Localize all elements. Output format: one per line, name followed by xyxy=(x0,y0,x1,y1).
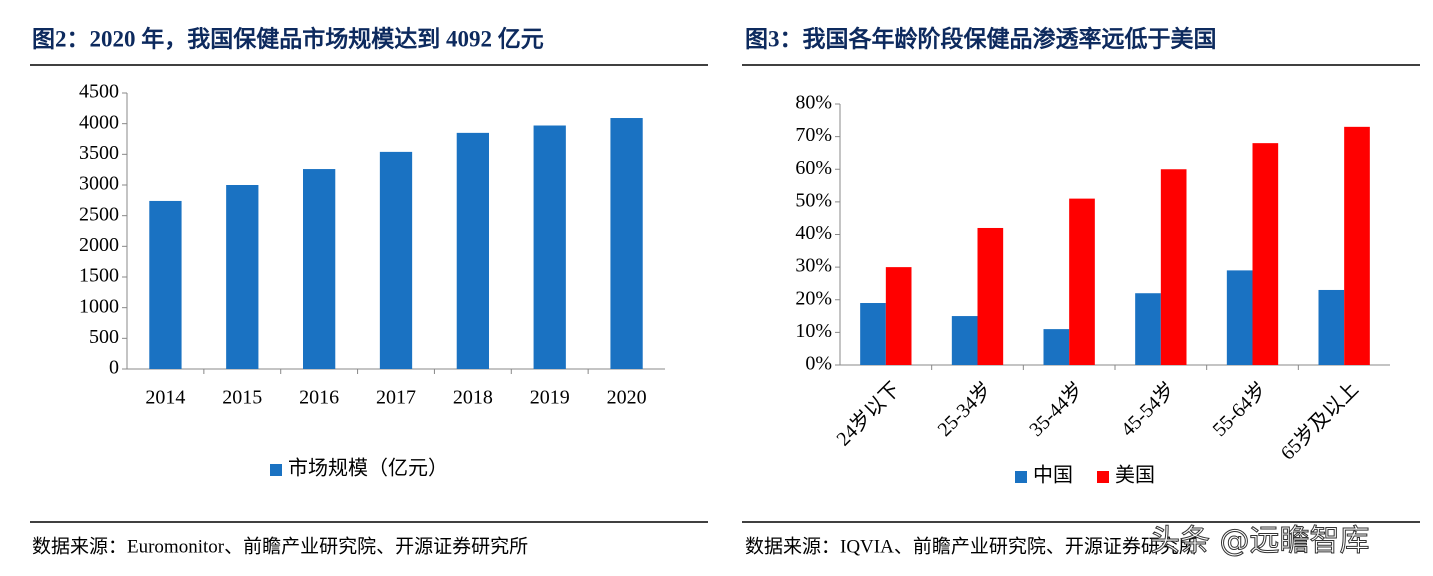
y-tick-label: 1000 xyxy=(79,295,119,317)
bar xyxy=(885,267,912,365)
y-tick-label: 4500 xyxy=(79,81,119,103)
bar xyxy=(1135,293,1161,365)
y-tick-label: 20% xyxy=(795,287,832,309)
x-tick-label: 2015 xyxy=(222,387,262,409)
bar xyxy=(226,185,259,369)
x-tick-label: 2018 xyxy=(453,387,493,409)
source-note: 数据来源：Euromonitor、前瞻产业研究院、开源证券研究所 xyxy=(32,535,528,557)
y-tick-label: 3500 xyxy=(79,142,119,164)
x-tick-label: 2017 xyxy=(376,387,416,409)
legend-label: 中国 xyxy=(1033,464,1073,487)
y-tick-label: 1500 xyxy=(79,265,119,287)
legend-swatch xyxy=(270,464,282,476)
y-tick-label: 2500 xyxy=(79,203,119,225)
x-tick-label: 2014 xyxy=(145,387,185,409)
y-tick-label: 50% xyxy=(795,189,832,211)
bar xyxy=(456,132,489,369)
bar xyxy=(1069,198,1095,365)
bar xyxy=(610,118,643,369)
bar xyxy=(149,200,182,369)
legend-label: 美国 xyxy=(1115,464,1155,487)
y-tick-label: 30% xyxy=(795,255,832,277)
legend-label: 市场规模（亿元） xyxy=(288,457,448,480)
x-tick-label: 2020 xyxy=(607,387,647,409)
x-tick-label: 2019 xyxy=(530,387,570,409)
chart-title: 图2：2020 年，我国保健品市场规模达到 4092 亿元 xyxy=(32,25,544,51)
bar xyxy=(303,169,336,369)
bar xyxy=(977,227,1004,365)
bar xyxy=(951,316,978,365)
y-tick-label: 2000 xyxy=(79,234,119,256)
y-tick-label: 80% xyxy=(795,92,832,114)
source-note: 数据来源：IQVIA、前瞻产业研究院、开源证券研究所 xyxy=(745,535,1198,557)
bar xyxy=(1344,126,1370,366)
y-tick-label: 4000 xyxy=(79,111,119,133)
y-tick-label: 60% xyxy=(795,157,832,179)
bar xyxy=(1160,169,1187,365)
bar xyxy=(533,125,566,369)
y-tick-label: 70% xyxy=(795,124,832,146)
bar xyxy=(379,151,413,369)
y-tick-label: 500 xyxy=(89,326,119,348)
watermark: 头条 @远瞻智库 xyxy=(1150,524,1370,559)
y-tick-label: 10% xyxy=(795,320,832,342)
x-tick-label: 2016 xyxy=(299,387,339,409)
bar xyxy=(1318,289,1345,365)
y-tick-label: 40% xyxy=(795,222,832,244)
bar xyxy=(1226,270,1253,365)
bar xyxy=(860,303,886,365)
legend-swatch xyxy=(1097,471,1109,483)
bar xyxy=(1043,329,1070,365)
y-tick-label: 0% xyxy=(805,353,832,375)
y-tick-label: 3000 xyxy=(79,173,119,195)
y-tick-label: 0 xyxy=(109,357,119,379)
legend-swatch xyxy=(1015,471,1027,483)
bar xyxy=(1252,143,1279,365)
chart-title: 图3：我国各年龄阶段保健品渗透率远低于美国 xyxy=(745,25,1217,51)
